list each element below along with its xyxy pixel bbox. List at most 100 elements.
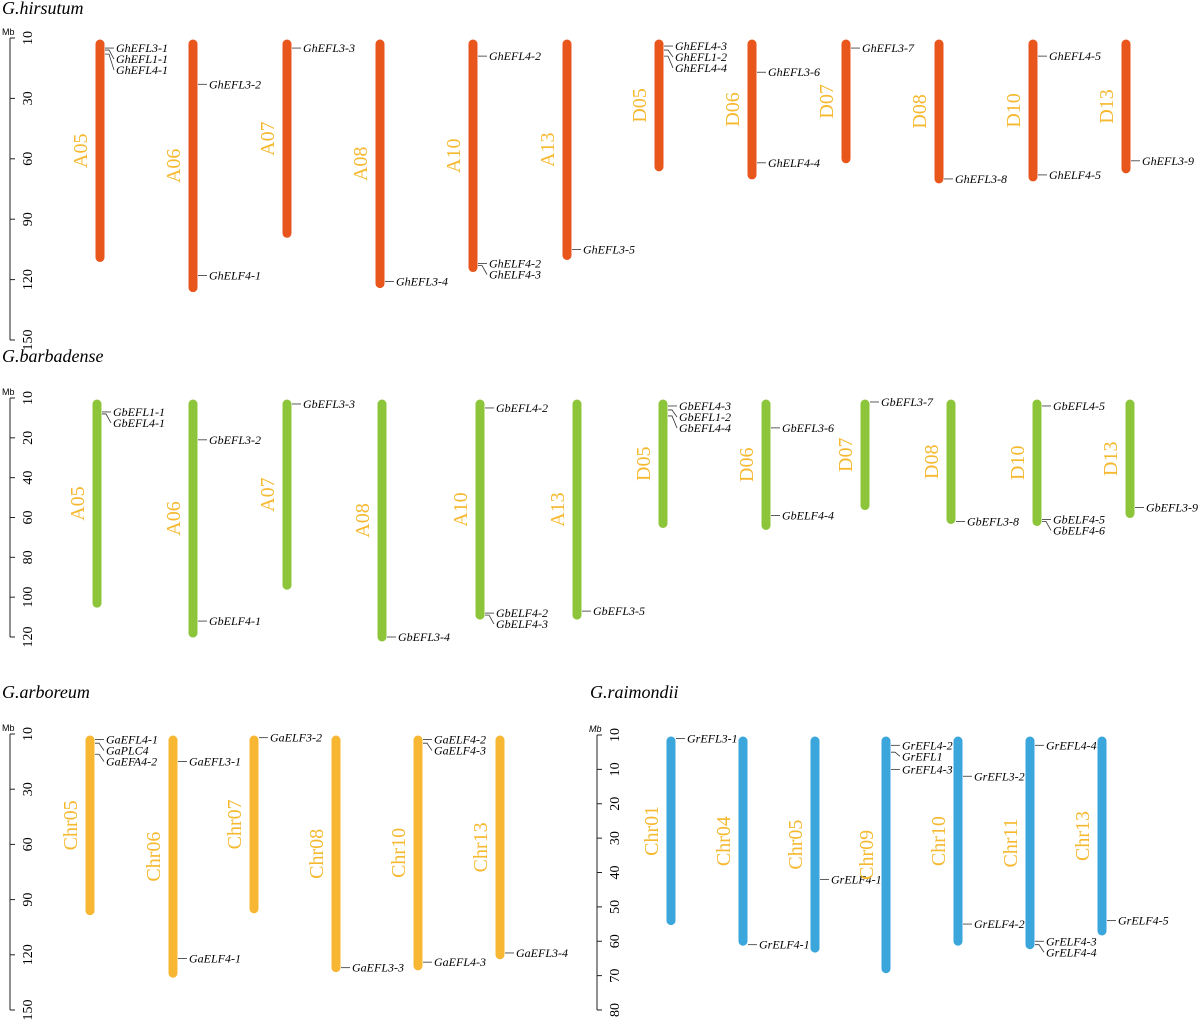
- chromosome-label: A06: [163, 149, 185, 183]
- chromosome-label: Chr11: [1000, 818, 1022, 867]
- tick-label: 70: [608, 969, 623, 983]
- gene-label: GbELF4-5: [1053, 512, 1105, 526]
- tick-label: 60: [21, 837, 36, 851]
- gene-connector: [105, 53, 115, 71]
- gene-label: GaEFL3-4: [516, 946, 568, 960]
- tick-label: 20: [608, 797, 623, 811]
- chromosome-label: Chr13: [1072, 811, 1094, 861]
- chromosome-label: D13: [1096, 89, 1118, 123]
- chromosome-label: A05: [70, 134, 92, 168]
- tick-label: 10: [608, 762, 623, 776]
- gene-label: GhELF4-1: [209, 269, 261, 283]
- gene-label: GhEFL3-1: [116, 41, 168, 55]
- gene-connector: [891, 751, 901, 757]
- gene-connector: [1035, 944, 1045, 953]
- tick-label: 90: [21, 893, 36, 907]
- gene-label: GaELF3-2: [270, 731, 322, 745]
- chromosome-label: A06: [163, 501, 185, 535]
- chromosome-label: D06: [722, 92, 744, 126]
- tick-label: 100: [21, 587, 36, 608]
- tick-label: 60: [21, 152, 36, 166]
- chromosome-label: A13: [547, 492, 569, 526]
- chromosome-label: D07: [835, 438, 857, 472]
- chromosome-label: Chr05: [60, 800, 82, 850]
- chromosome-label: A13: [537, 132, 559, 166]
- chromosome-label: D06: [736, 448, 758, 482]
- gene-connector: [95, 742, 105, 751]
- gene-label: GhEFL4-1: [116, 63, 168, 77]
- gene-label: GbEFL4-2: [496, 401, 548, 415]
- gene-label: GbEFL3-2: [209, 433, 261, 447]
- gene-label: GbEFL3-8: [967, 514, 1019, 528]
- gene-label: GhELF4-2: [489, 256, 541, 270]
- gene-label: GbEFL3-7: [881, 395, 934, 409]
- gene-label: GaEFL4-1: [106, 733, 158, 747]
- gene-label: GhELF4-3: [489, 267, 541, 281]
- tick-label: 10: [21, 727, 36, 741]
- chromosome-label: Chr01: [641, 806, 663, 856]
- panel-title: G.arboreum: [2, 682, 90, 702]
- gene-label: GhEFL4-3: [675, 39, 727, 53]
- chromosome-label: Chr10: [388, 828, 410, 878]
- chromosome-label: A05: [67, 486, 89, 520]
- gene-label: GaELF4-1: [189, 951, 241, 965]
- tick-label: 60: [608, 934, 623, 948]
- gene-connector: [664, 55, 674, 69]
- axis-unit: Mb: [2, 387, 15, 397]
- chromosome-label: D13: [1100, 442, 1122, 476]
- tick-label: 80: [608, 1003, 623, 1017]
- gene-label: GbEFL3-4: [398, 630, 450, 644]
- gene-label: GhEFL3-7: [862, 41, 915, 55]
- gene-label: GbEFL1-2: [679, 410, 731, 424]
- gene-label: GhEFL3-9: [1142, 154, 1194, 168]
- tick-label: 90: [21, 212, 36, 226]
- gene-connector: [664, 49, 674, 58]
- chromosome-label: Chr05: [785, 820, 807, 870]
- tick-label: 10: [608, 728, 623, 742]
- gene-label: GrELF4-1: [759, 938, 810, 952]
- gene-label: GaELF4-3: [434, 744, 486, 758]
- gene-label: GbEFL4-5: [1053, 399, 1105, 413]
- gene-connector: [668, 409, 678, 418]
- gene-label: GrELF4-3: [1046, 934, 1097, 948]
- gene-label: GhELF4-5: [1049, 168, 1101, 182]
- tick-label: 120: [21, 269, 36, 290]
- gene-label: GbELF4-2: [496, 606, 548, 620]
- gene-label: GhEFL3-8: [955, 172, 1007, 186]
- gene-label: GbELF4-4: [782, 509, 834, 523]
- gene-label: GrEFL4-4: [1046, 738, 1097, 752]
- gene-label: GrELF4-1: [831, 872, 882, 886]
- axis-unit: Mb: [2, 723, 15, 733]
- gene-label: GrEFL3-2: [974, 769, 1025, 783]
- gene-label: GrELF4-5: [1118, 914, 1169, 928]
- gene-label: GrELF4-2: [974, 917, 1025, 931]
- gene-label: GrEFL4-3: [902, 762, 953, 776]
- chromosome-label: A08: [350, 147, 372, 181]
- chromosome-label: A10: [450, 492, 472, 526]
- tick-label: 150: [21, 330, 36, 351]
- tick-label: 150: [21, 1000, 36, 1021]
- gene-connector: [423, 742, 433, 751]
- gene-label: GhEFL3-2: [209, 77, 261, 91]
- gene-label: GbEFL3-9: [1146, 501, 1198, 515]
- gene-label: GbEFL4-3: [679, 399, 731, 413]
- chromosome-label: D10: [1007, 446, 1029, 480]
- axis-unit: Mb: [589, 724, 602, 734]
- gene-label: GhEFL4-5: [1049, 49, 1101, 63]
- chromosome-label: Chr09: [856, 830, 878, 880]
- axis-unit: Mb: [2, 27, 15, 37]
- tick-label: 10: [21, 31, 36, 45]
- gene-label: GhELF4-4: [768, 156, 820, 170]
- gene-connector: [95, 753, 105, 762]
- chromosome-label: A07: [257, 477, 279, 511]
- gene-connector: [478, 265, 488, 275]
- gene-label: GhEFL3-5: [583, 242, 635, 256]
- gene-label: GhEFL3-3: [303, 41, 355, 55]
- gene-label: GbEFL3-5: [593, 604, 645, 618]
- gene-label: GrEFL4-2: [902, 738, 953, 752]
- chromosome-label: Chr07: [224, 799, 246, 849]
- chromosome-label: Chr08: [306, 829, 328, 879]
- gene-label: GbEFL3-3: [303, 397, 355, 411]
